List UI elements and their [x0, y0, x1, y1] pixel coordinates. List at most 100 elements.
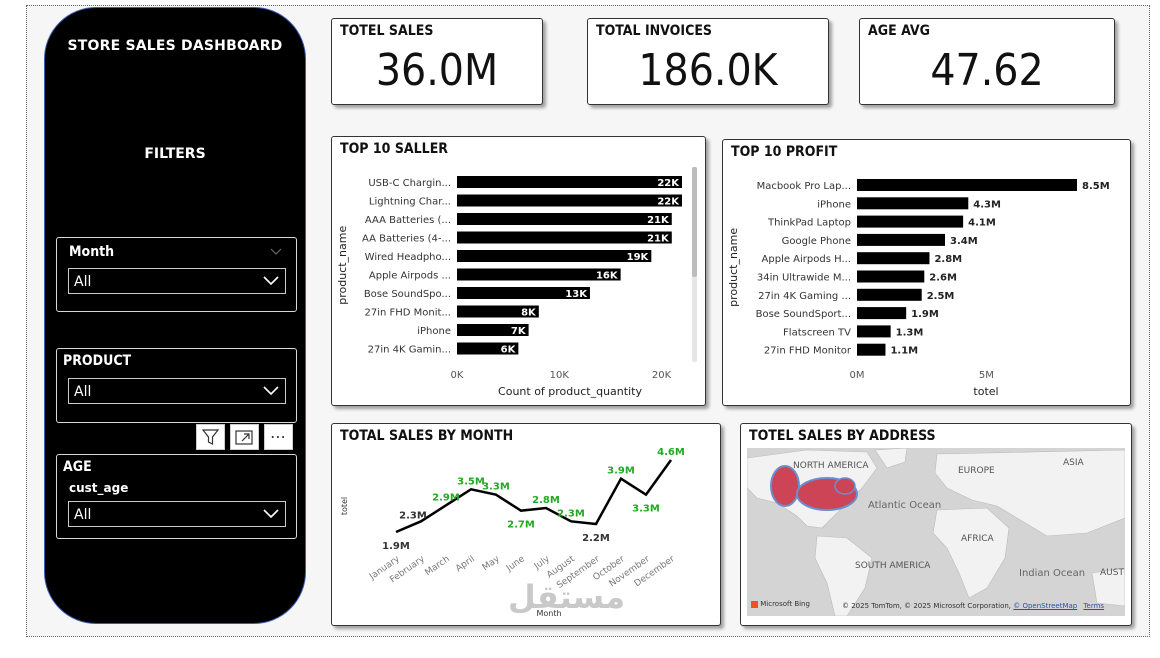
chart-title: TOP 10 PROFIT: [731, 144, 838, 160]
age-dropdown-value: All: [74, 507, 92, 523]
category-label: 27in 4K Gamin...: [368, 345, 451, 356]
bar: [857, 343, 886, 356]
category-label: 34in Ultrawide M...: [757, 273, 851, 284]
sales-by-month-visual[interactable]: TOTAL SALES BY MONTH 1.9M 2.3M 2.9M 3.5M 3.3…: [331, 423, 721, 626]
data-label: 1.9M: [382, 541, 410, 552]
data-label: 3.9M: [607, 466, 635, 477]
month-dropdown-value: All: [74, 274, 92, 290]
category-label: AA Batteries (4-...: [362, 234, 451, 245]
more-options-button[interactable]: ⋯: [264, 424, 293, 450]
category-label: 27in FHD Monit...: [365, 308, 452, 319]
world-map[interactable]: NORTH AMERICA EUROPE ASIA Atlantic Ocean…: [747, 448, 1125, 616]
category-label: Apple Airpods ...: [369, 271, 451, 282]
data-label: 21K: [647, 215, 670, 226]
tick-label: 10K: [550, 370, 570, 381]
y-axis-label: product_name: [336, 226, 349, 305]
chevron-down-icon: [263, 509, 279, 519]
data-label: 2.2M: [582, 533, 610, 544]
age-dropdown[interactable]: All: [68, 501, 286, 527]
top10-seller-visual[interactable]: TOP 10 SALLER USB-C Chargin... 22K Lightni…: [331, 136, 706, 406]
osm-link[interactable]: © OpenStreetMap: [1013, 602, 1078, 610]
x-axis-label: Count of product_quantity: [498, 385, 642, 398]
sales-by-address-visual[interactable]: TOTEL SALES BY ADDRESS NORTH AMERICA EUR…: [740, 423, 1132, 626]
data-label: 2.6M: [929, 273, 957, 284]
top10-profit-visual[interactable]: TOP 10 PROFIT Macbook Pro Lap... 8.5M iPho…: [722, 139, 1131, 406]
category-label: 27in 4K Gaming ...: [758, 291, 851, 302]
focus-mode-button[interactable]: [230, 424, 259, 450]
filter-icon: [201, 429, 220, 445]
sales-bubbles[interactable]: [770, 465, 858, 511]
terms-link[interactable]: Terms: [1083, 602, 1105, 610]
category-label: Lightning Char...: [369, 197, 451, 208]
data-label: 8K: [521, 308, 537, 319]
bar: [857, 233, 945, 246]
category-label: AAA Batteries (...: [365, 215, 451, 226]
data-label: 21K: [647, 234, 670, 245]
bar: [457, 176, 682, 188]
bar: [457, 324, 529, 336]
product-dropdown-value: All: [74, 384, 92, 400]
data-label: 2.7M: [507, 520, 535, 531]
tick-label: 5M: [979, 370, 994, 381]
data-label: 4.6M: [657, 447, 685, 458]
bar: [457, 213, 672, 225]
kpi-total-invoices[interactable]: TOTAL INVOICES 186.0K: [587, 18, 829, 105]
map-label: NORTH AMERICA: [793, 461, 869, 471]
category-label: Apple Airpods H...: [762, 254, 851, 265]
category-label: iPhone: [417, 326, 451, 337]
map-label: AFRICA: [961, 534, 994, 544]
scrollbar-thumb: [692, 167, 697, 277]
kpi-age-avg[interactable]: AGE AVG 47.62: [859, 18, 1115, 105]
kpi-title: TOTEL SALES: [340, 23, 434, 39]
data-label: 16K: [596, 271, 619, 282]
category-label: June: [504, 554, 527, 574]
data-label: 22K: [657, 197, 680, 208]
kpi-title: AGE AVG: [868, 23, 930, 39]
product-dropdown[interactable]: All: [68, 378, 286, 404]
bar: [857, 179, 1077, 191]
map-label: SOUTH AMERICA: [855, 561, 931, 571]
kpi-value: 47.62: [930, 45, 1044, 96]
bar: [857, 252, 930, 265]
data-label: 19K: [627, 252, 650, 263]
bar: [457, 287, 590, 299]
tick-label: 0K: [451, 370, 464, 381]
x-axis-label: Month: [536, 609, 561, 618]
top10-profit-chart: Macbook Pro Lap... 8.5M iPhone 4.3M ThinkPad…: [727, 179, 1110, 398]
category-label: March: [424, 554, 452, 578]
watermark-logo: مستقل: [508, 578, 626, 616]
bar: [857, 307, 907, 320]
map-label: Indian Ocean: [1019, 568, 1086, 579]
bing-logo: Microsoft Bing: [751, 600, 810, 608]
kpi-total-sales[interactable]: TOTEL SALES 36.0M: [331, 18, 543, 105]
data-label: 2.5M: [927, 291, 955, 302]
filter-button[interactable]: [196, 424, 225, 450]
map-label: Atlantic Ocean: [868, 500, 942, 511]
data-label: 2.3M: [557, 508, 585, 519]
month-dropdown[interactable]: All: [68, 268, 286, 294]
data-label: 3.3M: [632, 504, 660, 515]
age-slicer-title: AGE: [63, 459, 92, 475]
kpi-value: 186.0K: [638, 45, 778, 96]
chevron-down-icon: [263, 386, 279, 396]
data-label: 4.3M: [973, 199, 1001, 210]
sales-by-month-chart: 1.9M2.3M2.9M3.5M3.3M2.7M2.8M2.3M2.2M3.9M…: [340, 447, 685, 618]
data-label: 4.1M: [968, 218, 996, 229]
tick-label: 20K: [652, 370, 672, 381]
category-label: Bose SoundSport...: [756, 309, 851, 320]
data-label: 3.5M: [457, 476, 485, 487]
dashboard-title: STORE SALES DASHBOARD: [67, 38, 283, 54]
bar: [457, 268, 621, 281]
category-label: Google Phone: [782, 236, 851, 247]
data-label: 1.1M: [890, 346, 918, 357]
product-slicer-title: PRODUCT: [63, 353, 132, 369]
filters-heading: FILTERS: [144, 146, 206, 162]
y-axis-label: totel: [340, 497, 349, 515]
bar: [457, 250, 652, 262]
map-label: AUSTI: [1100, 568, 1125, 578]
data-label: 8.5M: [1082, 181, 1110, 192]
x-axis-label: totel: [973, 385, 998, 398]
age-slicer-field: cust_age: [69, 481, 129, 495]
map-title: TOTEL SALES BY ADDRESS: [749, 428, 936, 444]
more-options-icon: ⋯: [270, 427, 286, 446]
